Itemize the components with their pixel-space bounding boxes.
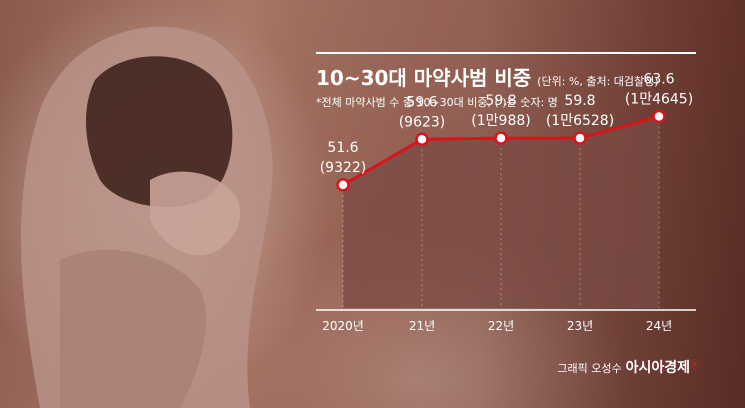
hooded-person-photo — [21, 26, 273, 408]
publisher-logo: 아시아경제 — [625, 360, 690, 376]
title-rule — [316, 52, 696, 54]
x-tick-label-3: 23년 — [567, 319, 593, 333]
x-tick-label-0: 2020년 — [322, 319, 364, 333]
value-label-3: 59.8 — [564, 93, 595, 109]
x-tick-label-1: 21년 — [409, 319, 435, 333]
count-label-1: (9623) — [399, 114, 446, 130]
data-point-3 — [573, 131, 587, 145]
data-point-4 — [652, 109, 666, 124]
value-label-2: 59.8 — [485, 93, 516, 109]
chart-note: *전체 마약사범 수 중 10~30대 비중, ( )는 숫자: 명 — [316, 96, 558, 109]
chart-subtitle: (단위: %, 출처: 대검찰청) — [537, 75, 659, 88]
value-label-0: 51.6 — [327, 140, 358, 156]
publisher-mark-icon: ⓔ — [689, 360, 699, 371]
data-point-1 — [415, 132, 429, 147]
graphic-credit: 그래픽 오성수 — [557, 362, 622, 375]
value-label-4: 63.6 — [643, 71, 674, 87]
value-label-1: 59.6 — [406, 94, 437, 110]
data-point-0 — [336, 178, 350, 192]
count-label-4: (1만4645) — [625, 91, 693, 107]
chart-title: 10~30대 마약사범 비중 (단위: %, 출처: 대검찰청) — [316, 62, 659, 91]
chart-title-text: 10~30대 마약사범 비중 — [316, 66, 532, 90]
series-area — [343, 116, 659, 308]
count-label-3: (1만6528) — [546, 113, 614, 129]
count-label-0: (9322) — [320, 160, 367, 176]
count-label-2: (1만988) — [471, 113, 530, 129]
x-tick-label-4: 24년 — [646, 319, 672, 333]
x-tick-label-2: 22년 — [488, 319, 514, 333]
data-point-2 — [494, 131, 508, 145]
credit-line: 그래픽 오성수 아시아경제ⓔ — [557, 357, 699, 377]
